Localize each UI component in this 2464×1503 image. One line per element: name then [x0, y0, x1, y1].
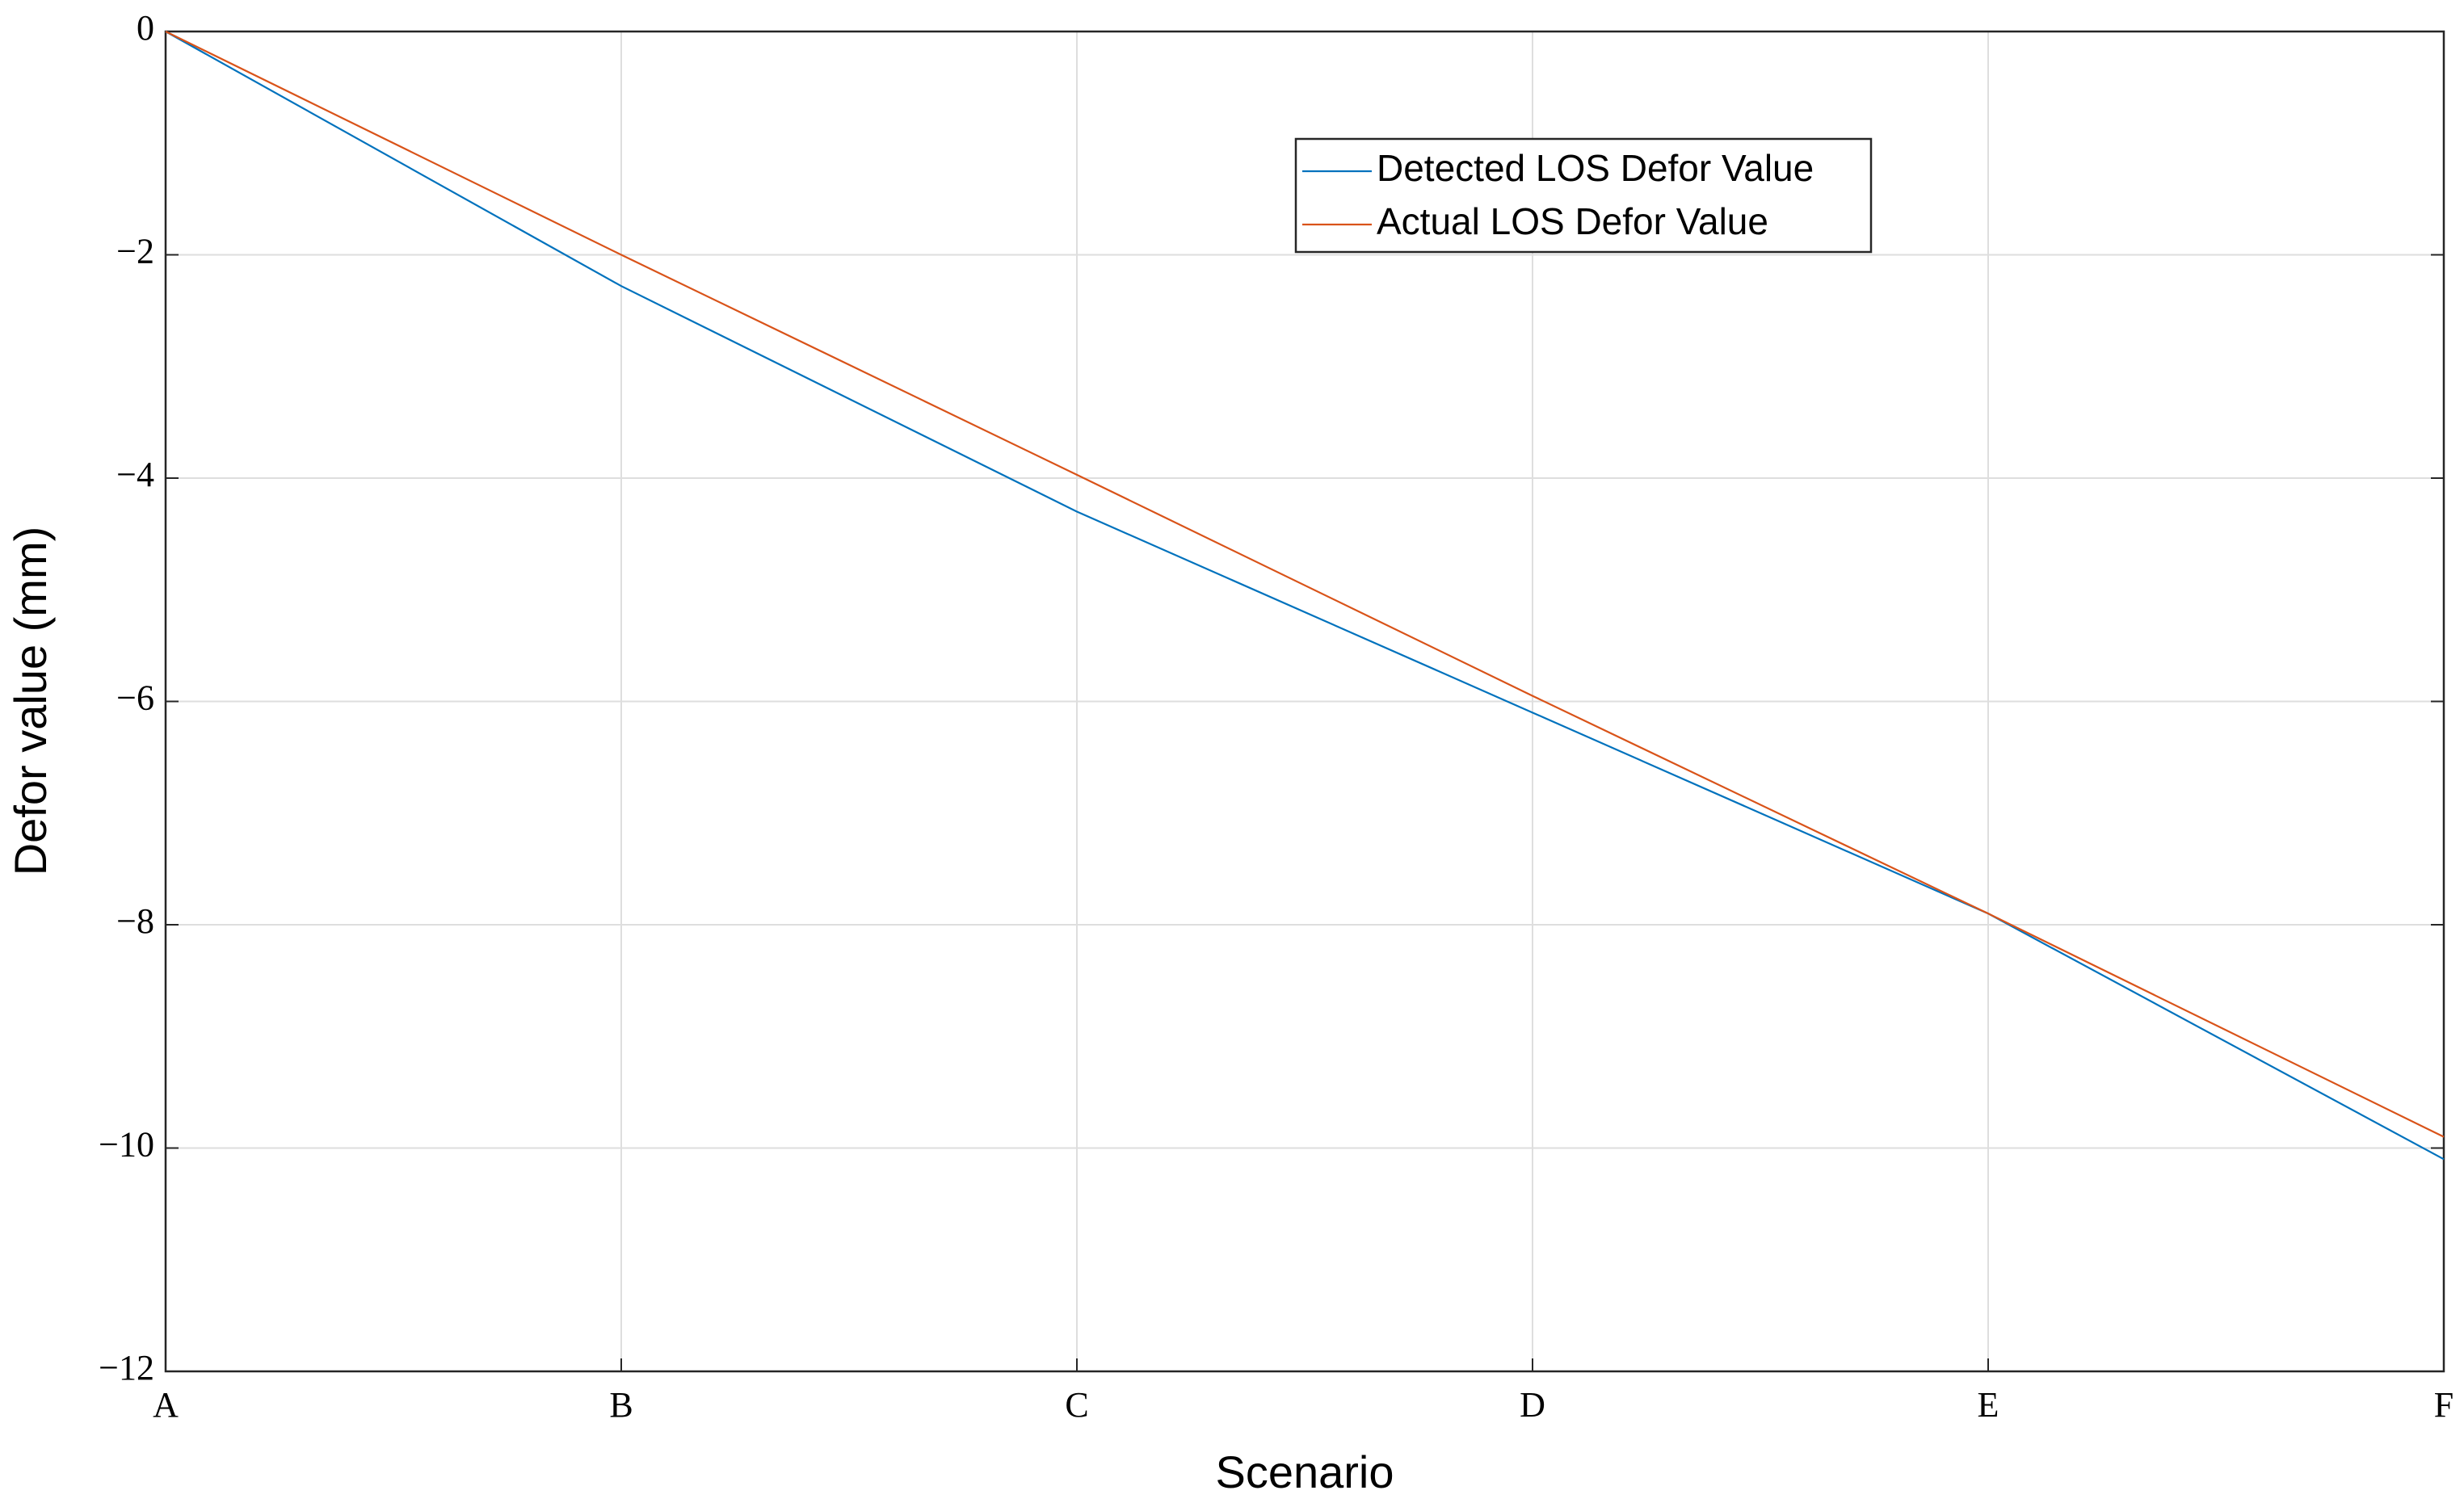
x-tick-label: D [1520, 1385, 1545, 1425]
y-tick-label: −8 [116, 901, 154, 941]
x-tick-label: E [1978, 1385, 1999, 1425]
y-tick-label: −6 [116, 678, 154, 718]
y-tick-label: −10 [99, 1125, 154, 1165]
x-axis-label: Scenario [1215, 1446, 1394, 1497]
x-tick-label: B [609, 1385, 633, 1425]
x-tick-label: C [1065, 1385, 1088, 1425]
plot-frame [164, 30, 2445, 1373]
legend-box [1294, 137, 1873, 254]
y-tick-label: 0 [137, 8, 154, 48]
y-tick-label: −4 [116, 455, 154, 494]
legend-label: Actual LOS Defor Value [1377, 200, 1768, 242]
y-tick-label: −2 [116, 232, 154, 271]
data-line [165, 31, 2445, 1161]
x-tick-label: A [153, 1385, 179, 1425]
data-line [165, 31, 2445, 1138]
x-tick-label: F [2434, 1385, 2453, 1425]
y-tick-label: −12 [99, 1348, 154, 1388]
y-axis-label: Defor value (mm) [5, 527, 56, 876]
legend-label: Detected LOS Defor Value [1377, 147, 1814, 189]
